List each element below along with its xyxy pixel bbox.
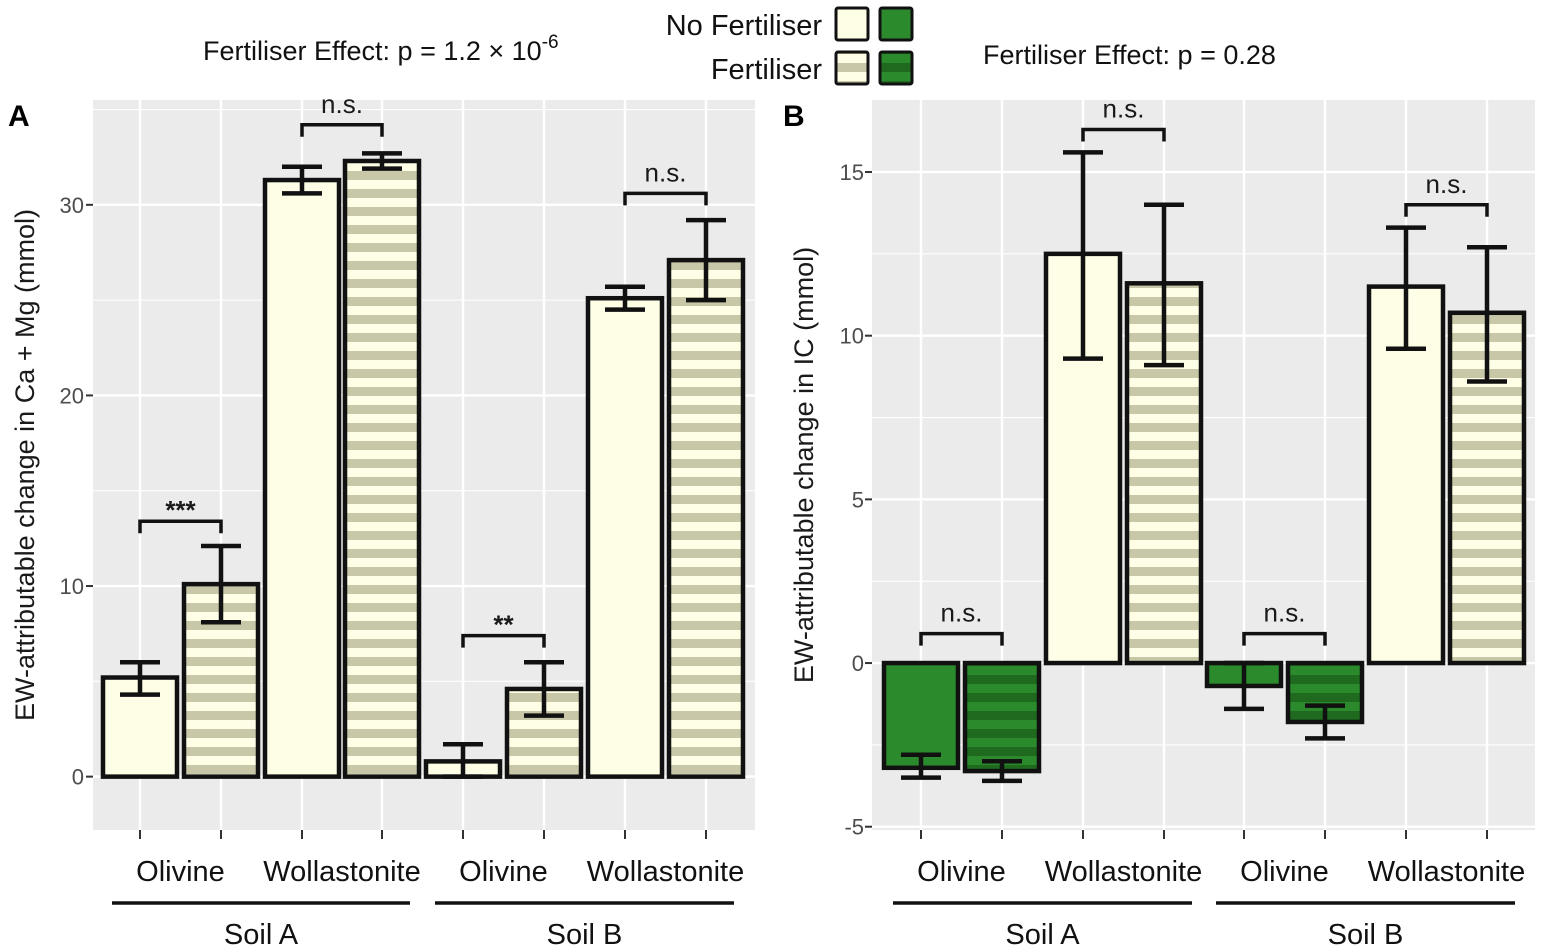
category-label-wollastonite: Wollastonite — [1368, 856, 1525, 888]
significance-label: ** — [493, 610, 514, 640]
bar-no-fertiliser-olivine — [881, 660, 961, 771]
category-label-olivine: Olivine — [459, 856, 548, 888]
error-bar — [1144, 202, 1184, 368]
legend-key-fertiliser-green — [878, 50, 914, 86]
significance-label: n.s. — [1264, 598, 1306, 628]
legend-key-no-fertiliser-green — [878, 6, 914, 42]
y-tick-label: 0 — [852, 651, 864, 676]
bar-fertiliser-wollastonite — [666, 257, 746, 779]
error-bar — [686, 217, 726, 303]
significance-bracket — [1404, 203, 1489, 217]
error-bar — [443, 741, 483, 779]
category-label-olivine: Olivine — [1240, 856, 1329, 888]
significance-bracket — [461, 633, 546, 648]
error-bar — [524, 660, 564, 718]
error-bar — [605, 284, 645, 312]
significance-bracket — [300, 123, 384, 137]
legend-key-fertiliser-cream — [834, 50, 870, 86]
significance-label: n.s. — [645, 157, 687, 187]
bar-fertiliser-wollastonite — [342, 158, 422, 779]
y-tick-label: -5 — [844, 815, 864, 840]
legend: No Fertiliser Fertiliser — [666, 6, 914, 86]
significance-label: n.s. — [321, 89, 363, 119]
y-tick-label: 10 — [840, 324, 864, 349]
significance-bracket — [1081, 127, 1166, 142]
panel-b-fertiliser-effect: Fertiliser Effect: p = 0.28 — [983, 40, 1276, 70]
y-tick-label: 10 — [60, 574, 84, 599]
y-tick-label: 20 — [60, 383, 84, 408]
group-label-soil-a: Soil A — [224, 919, 299, 951]
error-bar — [282, 164, 322, 196]
y-tick-label: 5 — [852, 487, 864, 512]
category-label-wollastonite: Wollastonite — [1045, 856, 1202, 888]
legend-label-fertiliser: Fertiliser — [711, 54, 823, 86]
panel-b-y-axis-title: EW-attributable change in IC (mmol) — [789, 247, 819, 683]
bar-no-fertiliser-wollastonite — [585, 295, 665, 779]
bar-fertiliser-olivine — [962, 660, 1042, 774]
group-label-soil-b: Soil B — [1328, 919, 1404, 951]
significance-bracket — [623, 191, 708, 206]
category-label-wollastonite: Wollastonite — [263, 856, 420, 888]
y-tick-label: 15 — [840, 160, 864, 185]
group-label-soil-a: Soil A — [1005, 919, 1080, 951]
panel-b-tag: B — [783, 100, 805, 133]
error-bar — [1467, 245, 1507, 384]
category-label-olivine: Olivine — [136, 856, 225, 888]
error-bar — [1305, 703, 1345, 741]
category-label-wollastonite: Wollastonite — [587, 856, 744, 888]
panel-a: Fertiliser Effect: p = 1.2 × 10-6 A EW-a… — [8, 32, 755, 951]
panel-b: Fertiliser Effect: p = 0.28 B EW-attribu… — [783, 40, 1535, 951]
significance-label: n.s. — [941, 598, 983, 628]
significance-label: n.s. — [1426, 169, 1468, 199]
panel-a-fertiliser-effect: Fertiliser Effect: p = 1.2 × 10-6 — [203, 32, 559, 66]
error-bar — [120, 660, 160, 697]
legend-label-no-fertiliser: No Fertiliser — [666, 10, 823, 42]
significance-bracket — [1242, 631, 1327, 646]
y-tick-label: 0 — [72, 765, 84, 790]
significance-label: *** — [165, 495, 196, 525]
category-label-olivine: Olivine — [917, 856, 1006, 888]
error-bar — [1386, 225, 1426, 352]
error-bar — [901, 752, 941, 780]
significance-bracket — [138, 519, 223, 534]
error-bar — [1063, 150, 1103, 361]
error-bar — [362, 151, 402, 171]
group-label-soil-b: Soil B — [547, 919, 623, 951]
panel-a-tag: A — [8, 100, 30, 133]
error-bar — [982, 759, 1022, 784]
error-bar — [1224, 660, 1264, 712]
y-tick-label: 30 — [60, 193, 84, 218]
significance-bracket — [919, 631, 1004, 646]
legend-key-no-fertiliser-cream — [834, 6, 870, 42]
bar-no-fertiliser-wollastonite — [262, 177, 342, 779]
panel-a-y-axis-title: EW-attributable change in Ca + Mg (mmol) — [10, 209, 40, 721]
error-bar — [201, 543, 241, 625]
significance-label: n.s. — [1103, 93, 1145, 123]
